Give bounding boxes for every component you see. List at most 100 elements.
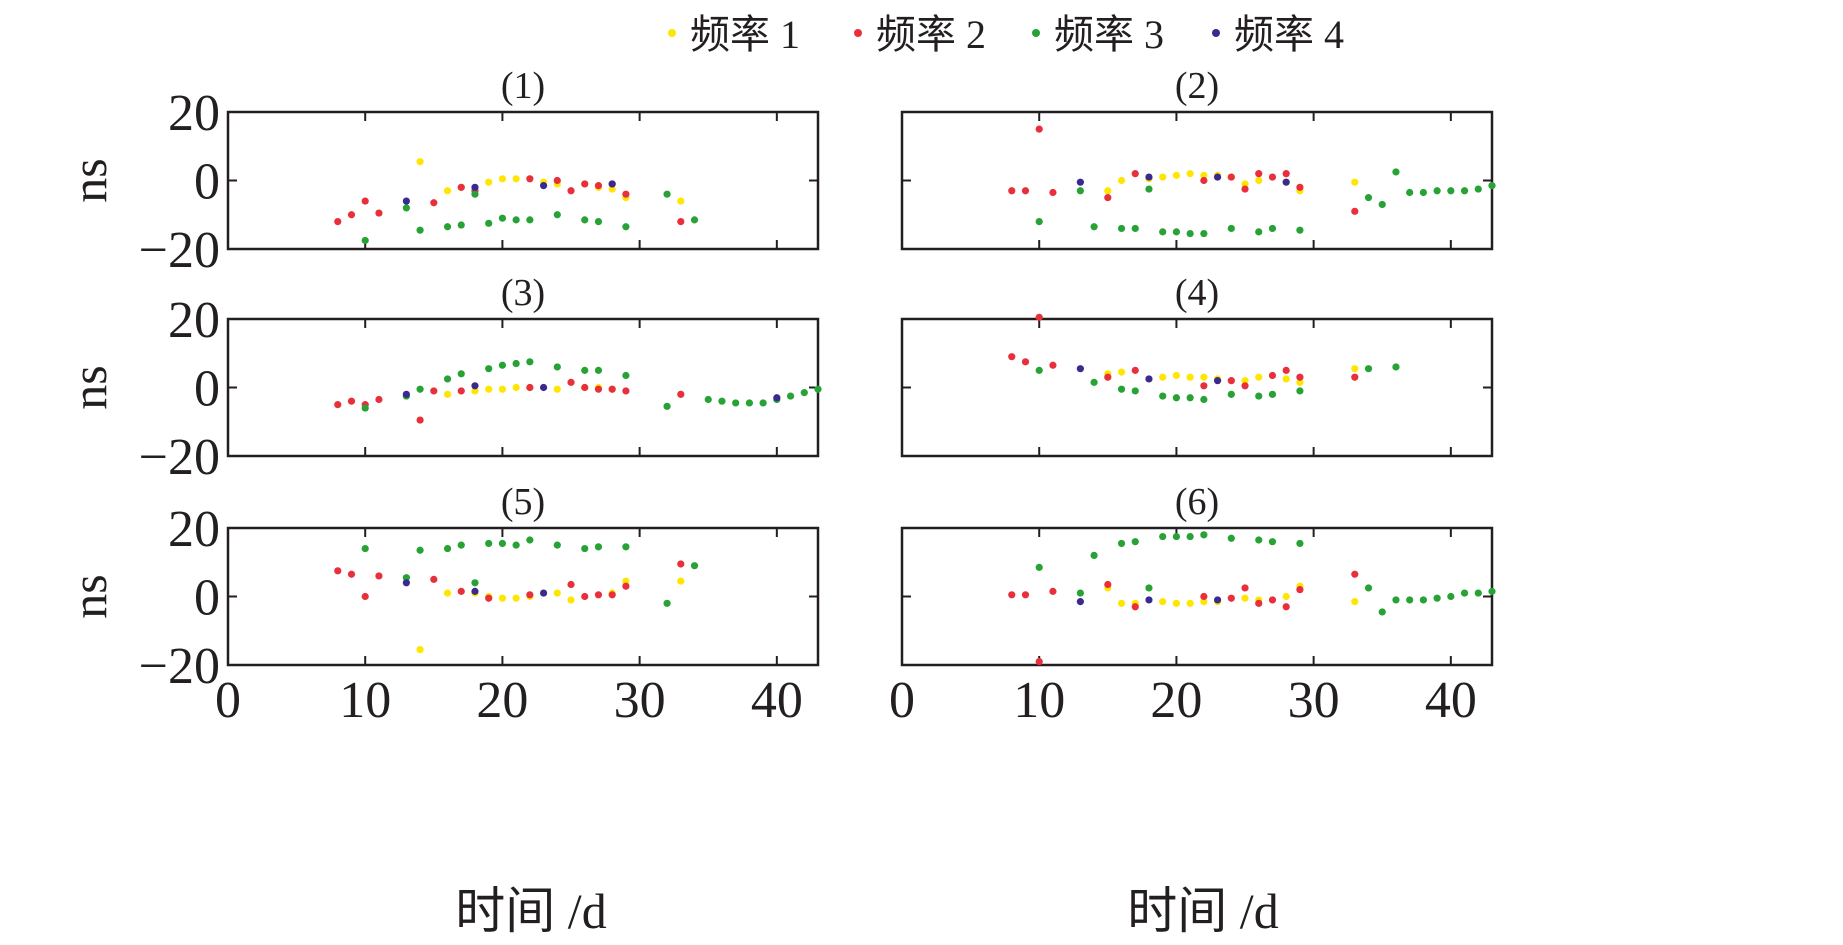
data-point xyxy=(1364,194,1373,202)
data-point xyxy=(1351,570,1359,578)
data-point xyxy=(457,183,465,191)
data-point xyxy=(622,371,630,380)
data-point xyxy=(581,180,589,188)
data-point xyxy=(1186,394,1194,402)
x-tick-label: 20 xyxy=(1150,672,1202,729)
data-point xyxy=(1076,365,1084,373)
series xyxy=(1076,173,1290,186)
plot-area xyxy=(226,110,820,251)
x-tick-label: 0 xyxy=(215,672,241,729)
data-point xyxy=(1186,170,1194,178)
panel-title: (4) xyxy=(1175,272,1219,314)
data-point xyxy=(430,575,438,583)
data-point xyxy=(567,187,575,195)
data-point xyxy=(1159,173,1167,181)
data-point xyxy=(581,216,589,224)
data-point xyxy=(1145,173,1153,181)
legend-item: 频率 2 xyxy=(854,12,986,57)
plot-area xyxy=(900,526,1494,667)
x-axis-label-right: 时间 /d xyxy=(1127,883,1278,939)
data-point xyxy=(1131,170,1139,178)
data-point xyxy=(553,541,561,549)
data-point xyxy=(1186,599,1194,607)
data-point xyxy=(1172,371,1181,380)
y-axis-label: ns xyxy=(61,365,117,409)
data-point xyxy=(677,577,685,585)
data-point xyxy=(1200,598,1208,606)
data-point xyxy=(759,399,767,407)
data-point xyxy=(1145,584,1153,592)
data-point xyxy=(594,182,603,190)
panel-title: (5) xyxy=(501,481,545,523)
data-point xyxy=(1282,178,1290,186)
series xyxy=(1008,125,1359,215)
series xyxy=(1035,531,1496,616)
x-tick-label: 20 xyxy=(476,672,528,729)
data-point xyxy=(1131,366,1139,374)
data-point xyxy=(375,395,383,404)
data-point xyxy=(622,582,630,590)
data-point xyxy=(1021,358,1030,366)
data-point xyxy=(1200,531,1208,539)
panel-3: (3) 20 0 −20 ns xyxy=(61,272,822,486)
data-point xyxy=(622,387,630,395)
data-point xyxy=(677,197,685,205)
data-point xyxy=(498,361,507,369)
data-point xyxy=(1172,532,1181,541)
data-point xyxy=(402,390,410,398)
data-point xyxy=(1268,390,1277,398)
data-point xyxy=(443,589,452,597)
data-point xyxy=(512,359,520,368)
data-point xyxy=(402,579,410,587)
data-point xyxy=(622,577,630,585)
data-point xyxy=(1131,224,1139,233)
data-point xyxy=(498,539,507,548)
data-point xyxy=(1392,363,1400,371)
data-point xyxy=(608,185,616,193)
data-point xyxy=(594,218,603,226)
data-point xyxy=(1433,594,1441,602)
data-point xyxy=(1172,394,1181,402)
x-tick-label: 40 xyxy=(1425,672,1477,729)
data-point xyxy=(1200,395,1208,404)
data-point xyxy=(512,383,520,392)
data-point xyxy=(663,599,671,607)
legend-marker xyxy=(854,29,862,37)
data-point xyxy=(1008,353,1016,361)
data-point xyxy=(1035,563,1043,571)
data-point xyxy=(361,544,369,553)
data-point xyxy=(443,544,452,553)
data-point xyxy=(1172,171,1181,179)
data-point xyxy=(1076,178,1084,186)
data-point xyxy=(1268,224,1277,233)
data-point xyxy=(1076,589,1084,597)
legend-marker xyxy=(1212,29,1220,37)
panel-4: (4) xyxy=(900,272,1494,458)
data-point xyxy=(663,190,671,198)
data-point xyxy=(622,190,630,198)
data-point xyxy=(1145,375,1153,383)
data-point xyxy=(361,404,369,412)
data-point xyxy=(1296,226,1304,234)
series xyxy=(334,175,685,226)
x-tick-label: 0 xyxy=(889,672,915,729)
data-point xyxy=(498,214,507,222)
data-point xyxy=(1200,229,1208,238)
data-point xyxy=(361,197,369,205)
data-point xyxy=(1008,187,1016,195)
data-point xyxy=(1159,598,1167,606)
data-point xyxy=(1090,378,1098,386)
data-point xyxy=(1296,387,1304,395)
series xyxy=(402,382,781,402)
data-point xyxy=(1447,187,1455,195)
data-point xyxy=(526,591,534,599)
legend-label: 频率 3 xyxy=(1054,12,1164,57)
y-tick-label: 0 xyxy=(194,570,220,627)
data-point xyxy=(690,216,699,224)
data-point xyxy=(608,591,616,599)
legend-label: 频率 4 xyxy=(1234,12,1344,57)
data-point xyxy=(498,385,507,393)
data-point xyxy=(704,395,712,404)
data-point xyxy=(512,175,520,183)
data-point xyxy=(1172,599,1181,607)
